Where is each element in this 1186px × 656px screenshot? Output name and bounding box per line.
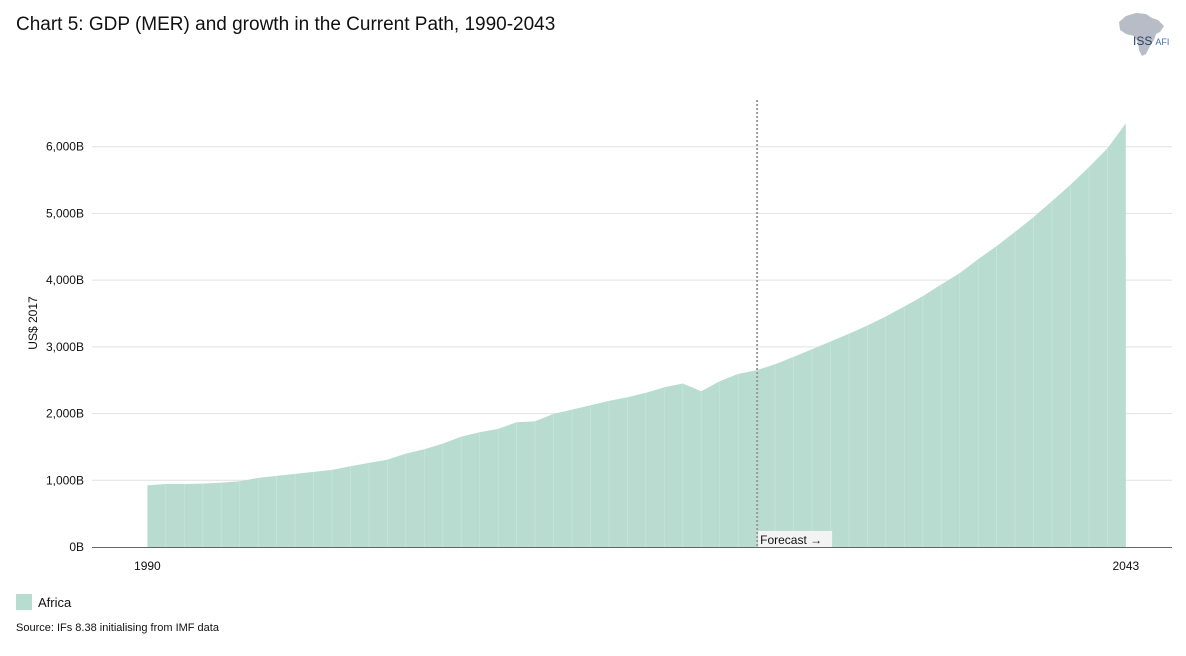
africa-map-icon <box>1119 13 1164 56</box>
chart-title: Chart 5: GDP (MER) and growth in the Cur… <box>16 14 556 35</box>
legend-label: Africa <box>38 594 72 610</box>
y-tick-label: 6,000B <box>46 140 84 154</box>
y-tick-label: 1,000B <box>46 473 84 487</box>
forecast-label: Forecast → <box>760 533 822 547</box>
forecast-label-bg <box>758 531 833 547</box>
y-tick-label: 2,000B <box>46 407 84 421</box>
y-tick-label: 3,000B <box>46 340 84 354</box>
series-area-africa <box>147 123 1126 548</box>
x-tick-label: 2043 <box>1112 559 1139 573</box>
y-tick-label: 0B <box>69 540 84 554</box>
area-series <box>92 123 1172 548</box>
legend: Africa <box>16 594 71 610</box>
x-axis-ticks: 1990 2043 <box>134 559 1139 573</box>
y-axis-label: US$ 2017 <box>26 296 40 350</box>
x-tick-label: 1990 <box>134 559 161 573</box>
y-tick-label: 4,000B <box>46 273 84 287</box>
forecast-marker: Forecast → <box>756 100 833 547</box>
logo-sub: AFI <box>1155 37 1170 47</box>
y-axis-ticks: 0B 1,000B 2,000B 3,000B 4,000B 5,000B 6,000B <box>46 140 84 554</box>
logo-main: ISS <box>1133 34 1153 48</box>
logo-text: ISS AFI <box>1133 34 1169 48</box>
source-note: Source: IFs 8.38 initialising from IMF d… <box>16 622 219 634</box>
y-tick-label: 5,000B <box>46 206 84 220</box>
legend-swatch <box>16 594 32 610</box>
